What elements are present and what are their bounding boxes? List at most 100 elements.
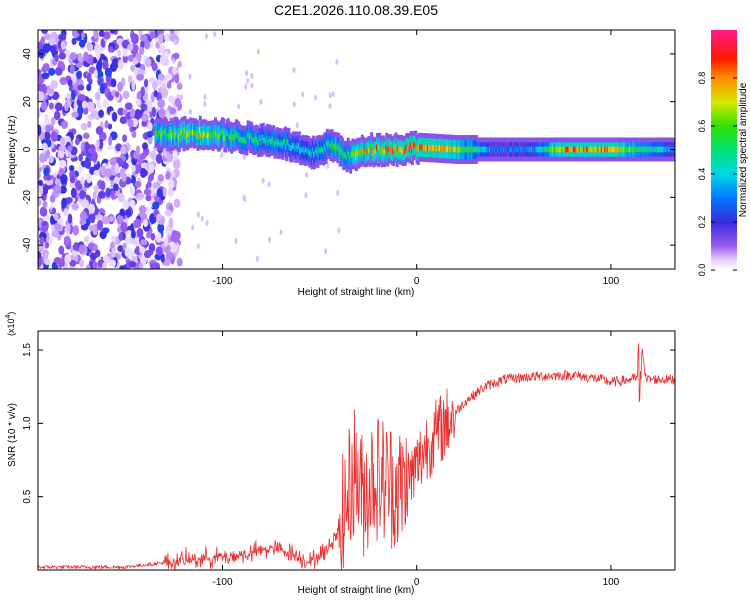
- spectrogram-cell: [79, 258, 85, 268]
- spectrogram-cell: [66, 92, 71, 101]
- spectrogram-cell: [136, 227, 144, 239]
- spectrogram-cell: [82, 132, 90, 140]
- spectrogram-cell: [305, 171, 309, 178]
- spectrogram-cell: [117, 59, 124, 70]
- spectrogram-cell: [242, 153, 246, 160]
- spectrogram-cell: [86, 83, 92, 92]
- spectrogram-cell: [95, 249, 101, 258]
- spectrogram-cell: [107, 123, 113, 130]
- spectrogram-cell: [61, 120, 68, 130]
- spectrogram-cell: [69, 52, 77, 61]
- spectrogram-cell: [138, 262, 144, 269]
- spectrogram-cell: [87, 147, 96, 155]
- spectrogram-cell: [121, 171, 127, 183]
- spectrogram-cell: [168, 217, 174, 229]
- spectrogram-cell: [162, 187, 167, 197]
- spectrogram-cell: [155, 246, 163, 256]
- spectrogram-cell: [76, 71, 82, 79]
- spectrogram-cell: [40, 101, 48, 111]
- spectrogram-cell: [59, 137, 66, 146]
- spectrogram-cell: [85, 264, 91, 269]
- spectrogram-cell: [97, 77, 104, 86]
- spectrogram-cell: [49, 124, 54, 132]
- spectrogram-cell: [220, 152, 224, 159]
- spectrogram-cell: [120, 145, 126, 155]
- spectrogram-cell: [250, 82, 254, 89]
- spectrogram-cell: [71, 37, 77, 45]
- spectrogram-cell: [180, 93, 184, 100]
- spectrogram-cell: [128, 260, 137, 268]
- spectrogram-cell: [328, 103, 332, 110]
- spectrogram-cell: [127, 75, 133, 84]
- spectrogram-cell: [167, 188, 174, 197]
- spectrogram-cell: [117, 192, 125, 203]
- spectrogram-cell: [87, 213, 96, 222]
- spectrogram-cell: [191, 224, 195, 231]
- spectrogram-cell: [124, 247, 133, 258]
- spectrogram-cell: [78, 39, 86, 48]
- spectrogram-cell: [119, 265, 125, 269]
- spectrogram-cell: [67, 213, 73, 224]
- spectrogram-cell: [304, 192, 308, 199]
- spectrogram-cell: [203, 100, 207, 107]
- spectrogram-cell: [38, 160, 41, 168]
- spectrogram-cell: [111, 111, 118, 122]
- spectrogram-cell: [155, 153, 163, 164]
- spectrogram-cell: [98, 138, 104, 150]
- spectrogram-cell: [169, 107, 177, 115]
- spectrogram-cell: [58, 52, 66, 60]
- spectrogram-cell: [213, 31, 217, 38]
- spectrogram-cell: [164, 33, 172, 42]
- spectrogram-cell: [74, 137, 80, 146]
- spectrogram-cell: [81, 100, 88, 109]
- spectrogram-cell: [116, 214, 124, 225]
- spectrogram-cell: [168, 95, 176, 104]
- spectrogram-cell: [125, 229, 133, 241]
- spectrogram-cell: [51, 207, 57, 215]
- spectrogram-cell: [110, 190, 115, 200]
- spectrogram-cell: [196, 211, 200, 218]
- spectrogram-cell: [98, 30, 105, 37]
- spectrogram-cell: [145, 194, 152, 202]
- spectrogram-cell: [60, 40, 66, 50]
- spectrogram-cell: [131, 164, 136, 173]
- x-tick-label: -100: [212, 276, 232, 287]
- spectrogram-cell: [71, 89, 76, 101]
- spectrogram-cell: [111, 235, 117, 243]
- spectrogram-cell: [43, 33, 52, 41]
- spectrogram-cell: [99, 83, 106, 95]
- spectrogram-cell: [68, 165, 75, 172]
- spectrogram-cell: [54, 178, 62, 186]
- spectrogram-cell: [244, 83, 248, 90]
- spectrogram-cell: [109, 215, 115, 223]
- spectrogram-cell: [50, 131, 58, 142]
- spectrogram-cell: [135, 145, 141, 156]
- spectrogram-cell: [164, 73, 173, 81]
- spectrogram-cell: [71, 250, 78, 257]
- spectrogram-cell: [94, 43, 102, 53]
- spectrogram-cell: [77, 93, 86, 101]
- spectrogram-cell: [136, 73, 144, 81]
- spectrogram-cell: [156, 232, 162, 242]
- spectrogram-cell: [122, 49, 128, 57]
- spectrogram-cell: [119, 210, 125, 217]
- spectrogram-cell: [176, 257, 183, 267]
- spectrogram-cell: [152, 181, 161, 189]
- spectrogram-cell: [98, 109, 105, 118]
- spectrogram-cell: [97, 190, 106, 199]
- spectrogram-cell: [143, 188, 152, 196]
- spectrogram-cell: [95, 49, 101, 60]
- spectrogram-cell: [122, 90, 130, 100]
- y-tick-label: 1.5: [22, 343, 33, 357]
- spectrogram-cell: [158, 33, 164, 44]
- spectrogram-cell: [102, 60, 109, 71]
- colorbar: 0.0 0.2 0.4 0.6 0.8 Normalized spectral ampl…: [697, 30, 749, 276]
- spectrogram-cell: [67, 78, 73, 87]
- spectrogram-cell: [65, 223, 71, 232]
- spectrogram-cell: [158, 107, 166, 119]
- snr-x-ticks: -100 0 100: [212, 331, 620, 588]
- spectrogram-cell: [45, 231, 50, 243]
- spectrogram-cell: [43, 258, 51, 266]
- spectrogram-cell: [122, 54, 128, 64]
